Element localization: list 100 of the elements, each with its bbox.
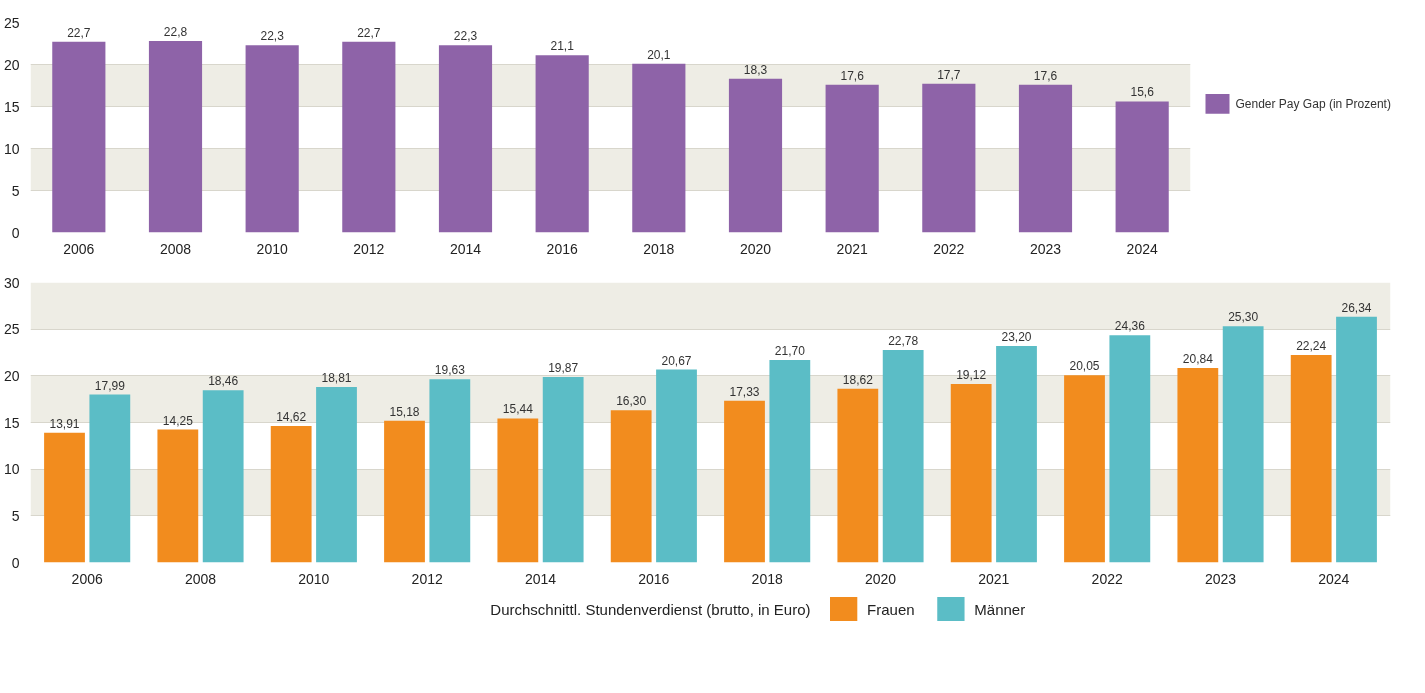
bar [89, 394, 131, 563]
bar [825, 84, 879, 233]
bar [316, 386, 357, 563]
x-tick-label: 2012 [353, 240, 385, 257]
y-tick-label: 15 [3, 414, 20, 431]
bar [44, 432, 85, 563]
x-tick-label: 2014 [449, 240, 482, 257]
bar [632, 63, 686, 233]
bar [438, 45, 493, 233]
x-tick-label: 2010 [298, 570, 330, 587]
bar [1064, 375, 1105, 563]
x-tick-label: 2020 [739, 240, 772, 257]
y-tick-label: 20 [3, 56, 20, 73]
y-tick-label: 20 [3, 367, 20, 384]
x-tick-label: 2020 [864, 570, 897, 587]
bar [1018, 84, 1073, 233]
bar [542, 377, 584, 563]
bar [157, 429, 199, 563]
bar [270, 426, 312, 563]
bar [769, 359, 811, 563]
x-tick-label: 2021 [836, 240, 868, 257]
bar [497, 418, 539, 563]
y-tick-label: 30 [3, 274, 20, 291]
data-label: 16,30 [616, 394, 647, 409]
data-label: 22,8 [163, 24, 188, 39]
x-tick-label: 2014 [524, 570, 557, 587]
x-tick-label: 2018 [751, 570, 783, 587]
data-label: 14,25 [162, 413, 194, 428]
data-label: 19,87 [548, 361, 579, 376]
data-label: 26,34 [1341, 300, 1372, 315]
y-tick-label: 10 [3, 140, 20, 157]
data-label: 20,84 [1182, 351, 1214, 366]
x-tick-label: 2006 [71, 570, 103, 587]
bar [1177, 367, 1219, 563]
data-label: 17,33 [729, 384, 760, 399]
bar [1115, 101, 1169, 233]
data-label: 15,44 [502, 402, 534, 417]
bar [1290, 354, 1332, 563]
bar [1222, 326, 1264, 563]
bar [384, 420, 425, 563]
x-tick-label: 2010 [256, 240, 288, 257]
x-tick-label: 2023 [1029, 240, 1062, 257]
bar [245, 45, 299, 233]
bar [724, 400, 765, 563]
bar [950, 384, 992, 563]
data-label: 19,63 [434, 363, 466, 378]
data-label: 19,12 [956, 368, 987, 383]
data-label: 20,67 [661, 353, 692, 368]
x-tick-label: 2018 [643, 240, 675, 257]
y-tick-label: 15 [3, 98, 20, 115]
data-label: 18,81 [321, 370, 352, 385]
bar [882, 349, 924, 563]
x-tick-label: 2016 [546, 240, 578, 257]
bar [656, 369, 697, 563]
bar [202, 390, 244, 563]
data-label: 20,1 [647, 47, 671, 62]
bar [52, 41, 106, 233]
x-tick-label: 2023 [1204, 570, 1237, 587]
bar [837, 388, 879, 563]
bar [996, 345, 1037, 563]
x-tick-label: 2012 [411, 570, 443, 587]
data-label: 21,70 [774, 343, 806, 358]
data-label: 22,24 [1296, 338, 1327, 353]
x-tick-label: 2024 [1126, 240, 1158, 257]
data-label: 17,6 [840, 68, 865, 83]
bar [342, 41, 396, 233]
bar [535, 55, 589, 233]
x-tick-label: 2022 [1091, 570, 1123, 587]
data-label: 21,1 [550, 39, 575, 54]
data-label: 22,7 [357, 25, 381, 40]
data-label: 18,46 [208, 374, 239, 389]
bar [1336, 316, 1377, 563]
data-label: 20,05 [1069, 359, 1100, 374]
x-tick-label: 2008 [184, 570, 217, 587]
data-label: 17,6 [1033, 68, 1058, 83]
data-label: 17,99 [94, 378, 126, 393]
bar [429, 379, 471, 563]
bar [728, 78, 783, 233]
data-label: 17,7 [937, 67, 961, 82]
y-tick-label: 10 [3, 461, 20, 478]
data-label: 23,20 [1001, 329, 1032, 344]
x-tick-label: 2006 [63, 240, 95, 257]
x-tick-label: 2008 [159, 240, 192, 257]
data-label: 24,36 [1114, 319, 1146, 334]
y-tick-label: 0 [11, 224, 20, 241]
bar [1109, 335, 1151, 563]
legend-label: Gender Pay Gap (in Prozent) [1235, 96, 1391, 111]
data-label: 15,6 [1130, 85, 1155, 100]
x-tick-label: 2022 [933, 240, 965, 257]
x-tick-label: 2021 [978, 570, 1010, 587]
data-label: 15,18 [389, 404, 420, 419]
y-tick-label: 25 [3, 321, 20, 338]
data-label: 25,30 [1228, 310, 1259, 325]
legend-title: Durchschnittl. Stundenverdienst (brutto, in Euro) [490, 600, 811, 618]
y-tick-label: 25 [3, 14, 20, 31]
data-label: 22,78 [888, 333, 919, 348]
data-label: 22,3 [453, 29, 478, 44]
data-label: 22,7 [67, 25, 91, 40]
data-label: 18,62 [842, 372, 874, 387]
x-tick-label: 2016 [638, 570, 670, 587]
